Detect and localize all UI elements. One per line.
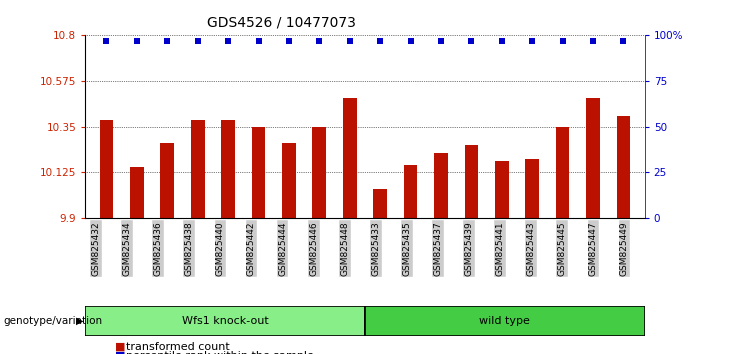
Point [435, 39, 447, 44]
Point [496, 39, 508, 44]
Text: GDS4526 / 10477073: GDS4526 / 10477073 [207, 16, 356, 30]
Bar [313, 126, 326, 218]
Text: ■: ■ [115, 351, 125, 354]
Point [222, 39, 234, 44]
Point [617, 39, 629, 44]
Text: ■: ■ [115, 342, 125, 352]
Bar [434, 153, 448, 218]
Point [405, 39, 416, 44]
Point [526, 39, 538, 44]
Text: transformed count: transformed count [126, 342, 230, 352]
Text: ▶: ▶ [76, 316, 84, 326]
Text: GSM825440: GSM825440 [216, 221, 225, 276]
Point [101, 39, 113, 44]
Text: GSM825438: GSM825438 [185, 221, 194, 276]
Point [253, 39, 265, 44]
Bar [525, 159, 539, 218]
Bar [161, 143, 174, 218]
Point [313, 39, 325, 44]
Text: Wfs1 knock-out: Wfs1 knock-out [182, 316, 268, 326]
Text: GSM825448: GSM825448 [340, 221, 349, 276]
Bar [99, 120, 113, 218]
Text: GSM825447: GSM825447 [589, 221, 598, 276]
Point [556, 39, 568, 44]
Point [374, 39, 386, 44]
Bar [252, 126, 265, 218]
Text: GSM825434: GSM825434 [123, 221, 132, 276]
Bar [495, 161, 508, 218]
Bar [404, 165, 417, 218]
Point [131, 39, 143, 44]
Text: GSM825442: GSM825442 [247, 221, 256, 276]
Text: GSM825444: GSM825444 [278, 221, 287, 276]
Text: GSM825443: GSM825443 [527, 221, 536, 276]
Point [283, 39, 295, 44]
Text: GSM825433: GSM825433 [371, 221, 380, 276]
Point [587, 39, 599, 44]
Bar [85, 306, 365, 336]
Bar [222, 120, 235, 218]
Point [344, 39, 356, 44]
Bar [130, 167, 144, 218]
Bar [191, 120, 205, 218]
Bar [556, 126, 569, 218]
Text: GSM825446: GSM825446 [309, 221, 318, 276]
Point [465, 39, 477, 44]
Bar [343, 98, 356, 218]
Bar [373, 189, 387, 218]
Bar [282, 143, 296, 218]
Text: GSM825437: GSM825437 [433, 221, 442, 276]
Text: wild type: wild type [479, 316, 531, 326]
Text: GSM825436: GSM825436 [153, 221, 163, 276]
Point [162, 39, 173, 44]
Text: GSM825445: GSM825445 [558, 221, 567, 276]
Bar [365, 306, 645, 336]
Bar [586, 98, 599, 218]
Text: GSM825449: GSM825449 [620, 221, 629, 276]
Text: GSM825441: GSM825441 [496, 221, 505, 276]
Bar [465, 145, 478, 218]
Text: GSM825439: GSM825439 [465, 221, 473, 276]
Text: GSM825432: GSM825432 [92, 221, 101, 276]
Point [192, 39, 204, 44]
Text: genotype/variation: genotype/variation [4, 316, 103, 326]
Text: percentile rank within the sample: percentile rank within the sample [126, 351, 314, 354]
Text: GSM825435: GSM825435 [402, 221, 411, 276]
Bar [617, 116, 631, 218]
